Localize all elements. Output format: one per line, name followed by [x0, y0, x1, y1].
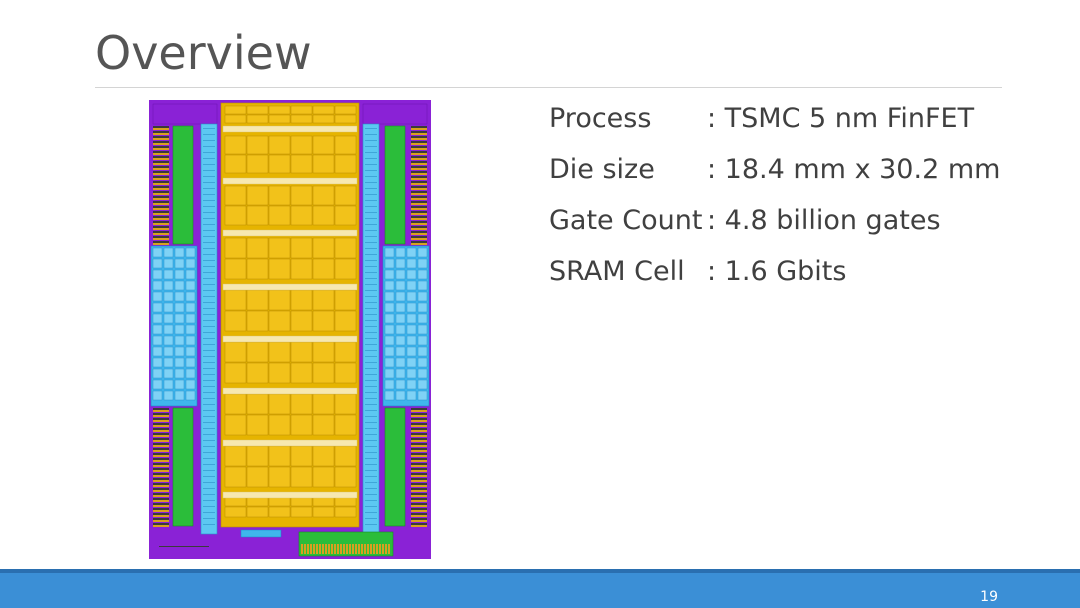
spec-value: : 4.8 billion gates — [707, 205, 941, 236]
footer-bar: 19 — [0, 569, 1080, 608]
slide-title: Overview — [95, 26, 312, 80]
die-floorplan-image — [149, 100, 431, 559]
spec-value: : 1.6 Gbits — [707, 256, 847, 287]
spec-label: SRAM Cell — [549, 256, 685, 287]
slide-number: 19 — [980, 589, 998, 605]
spec-value: : TSMC 5 nm FinFET — [707, 103, 975, 134]
spec-label: Process — [549, 103, 652, 134]
title-divider — [95, 87, 1002, 88]
spec-value: : 18.4 mm x 30.2 mm — [707, 154, 1001, 185]
footer-accent — [0, 569, 1080, 573]
spec-label: Gate Count — [549, 205, 703, 236]
spec-label: Die size — [549, 154, 655, 185]
